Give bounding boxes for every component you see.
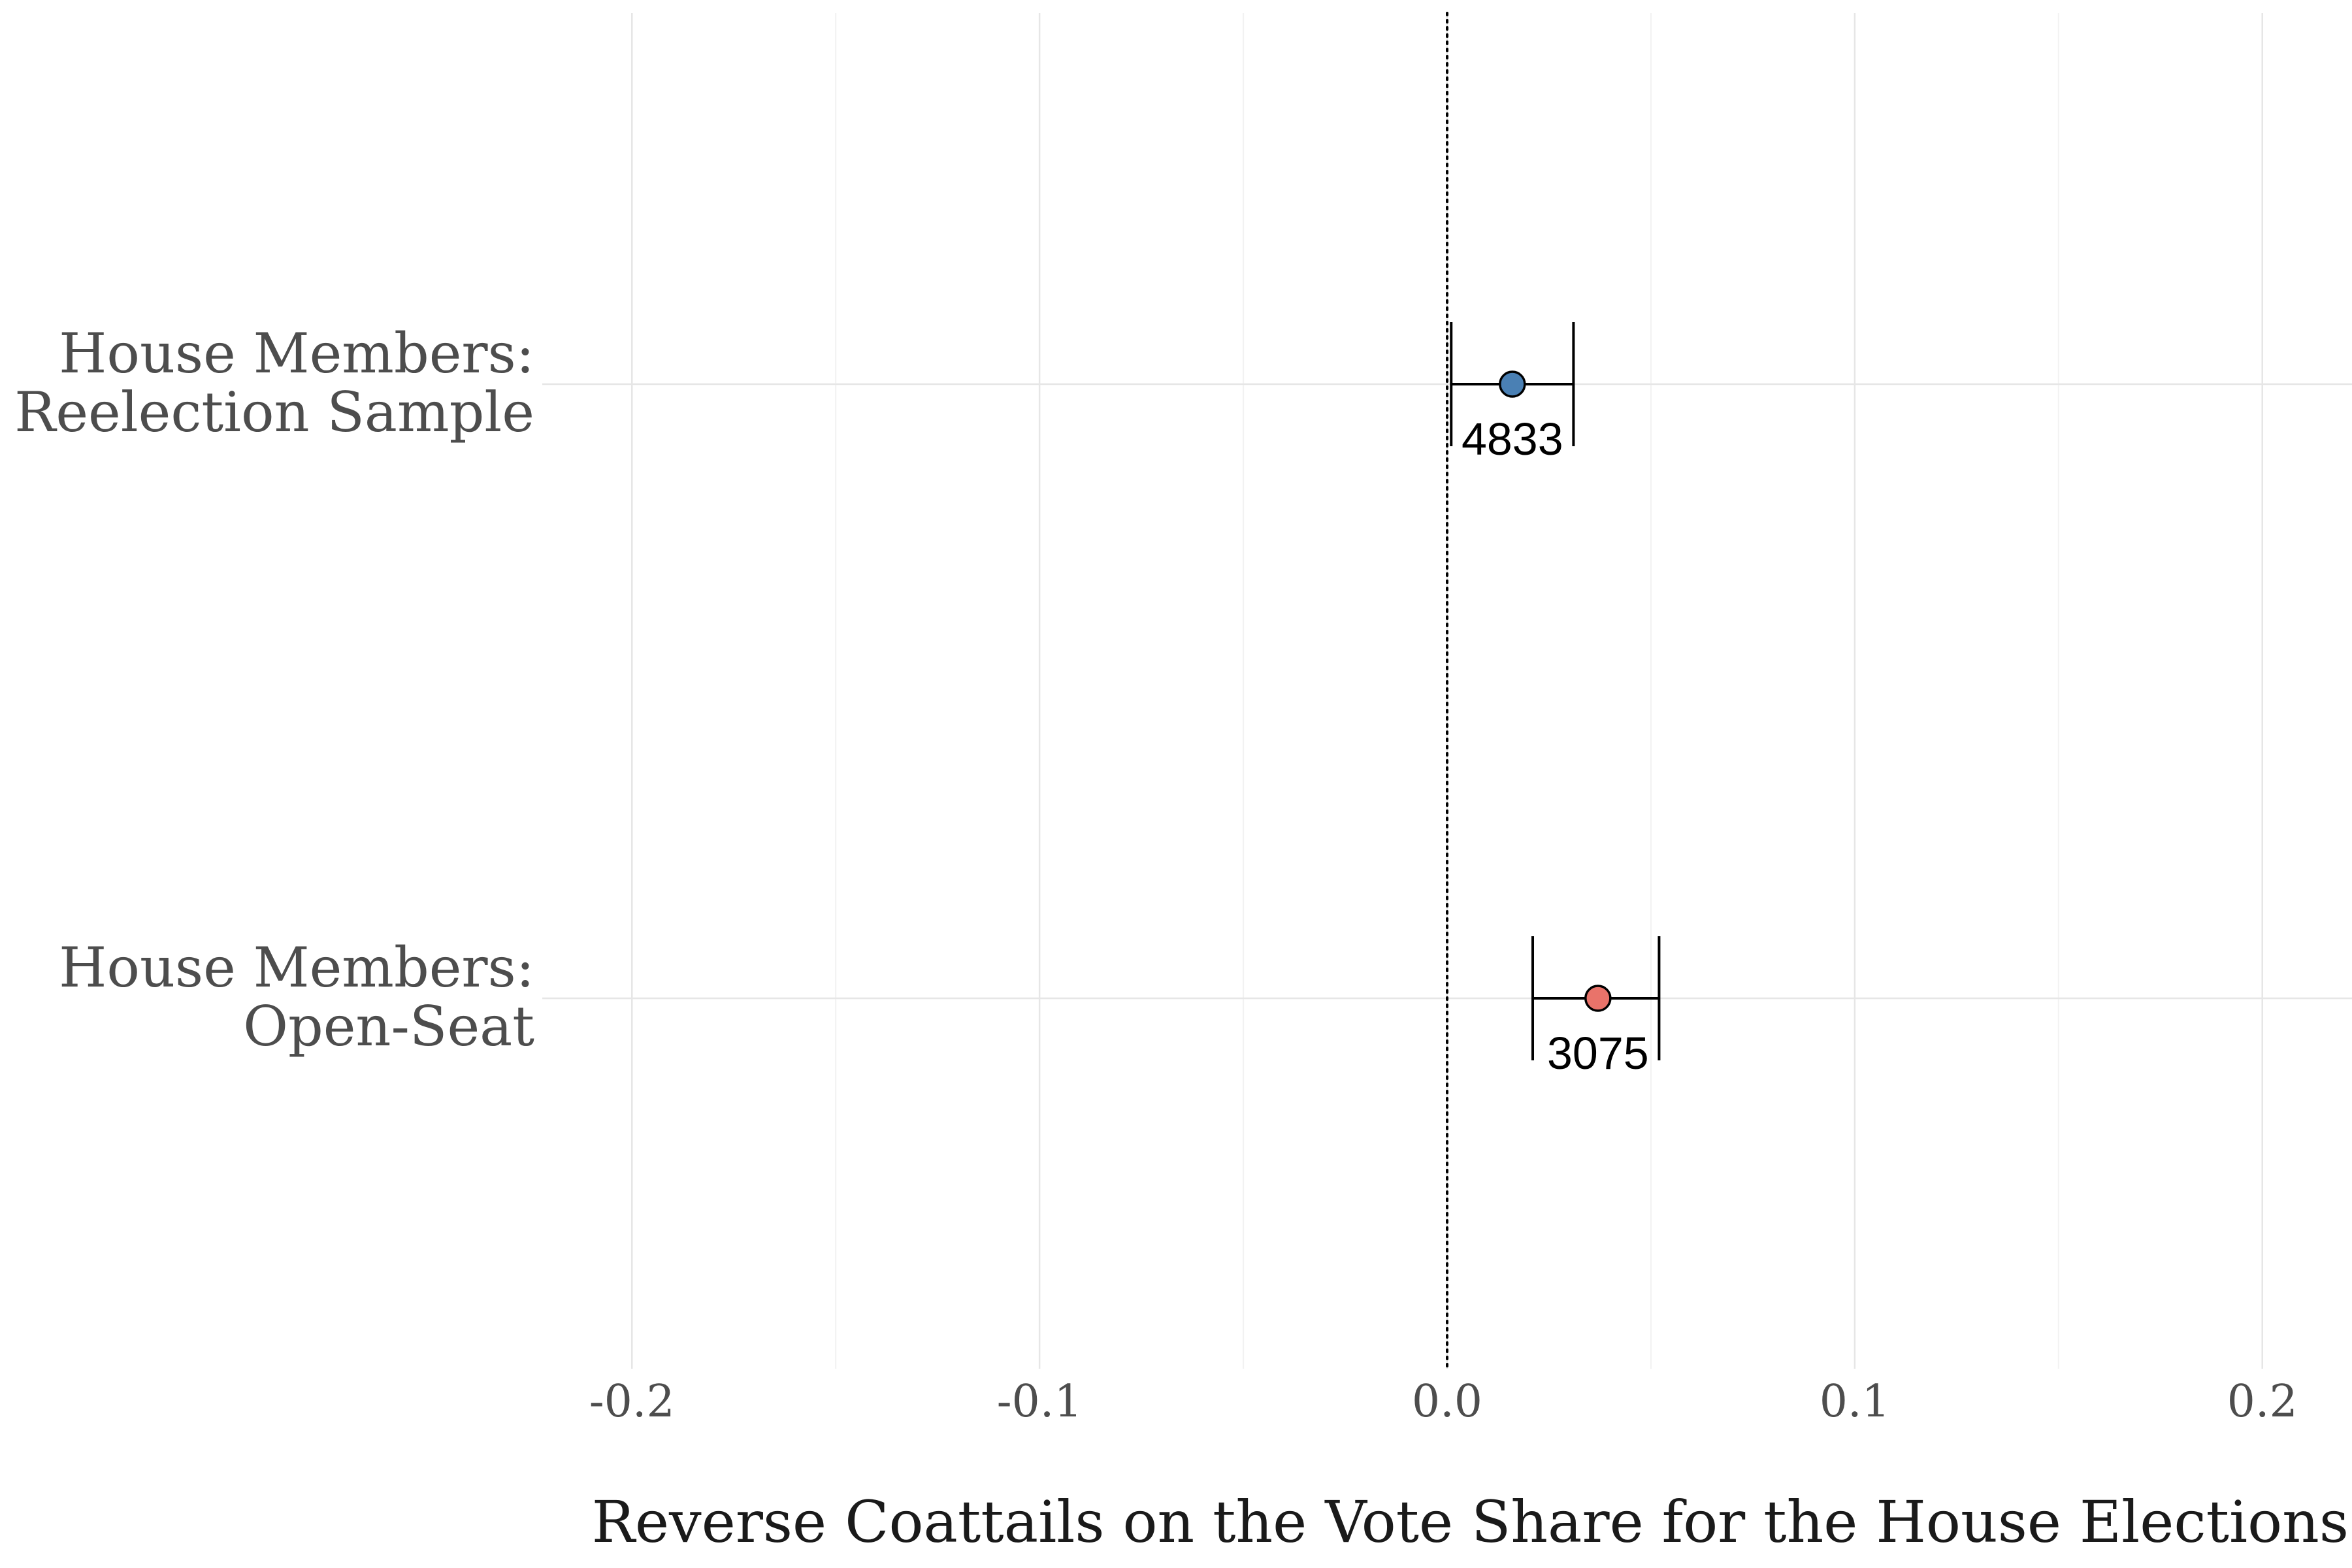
sample-size-label: 3075 <box>1547 1028 1649 1079</box>
estimate-point <box>1499 370 1526 398</box>
x-tick-label: -0.2 <box>589 1376 675 1428</box>
category-label-line: House Members: <box>59 321 534 385</box>
estimate-point <box>1584 985 1612 1012</box>
x-tick-label: -0.1 <box>997 1376 1083 1428</box>
category-label-line: House Members: <box>59 936 534 1000</box>
sample-size-label: 4833 <box>1462 414 1563 465</box>
x-tick-label: 0.1 <box>1820 1376 1890 1428</box>
x-tick-label: 0.2 <box>2227 1376 2298 1428</box>
x-axis-ticks: -0.2 -0.1 0.0 0.1 0.2 <box>589 1376 2298 1428</box>
estimates-group: 4833 3075 <box>1450 322 1661 1079</box>
category-label-line: Open-Seat <box>243 994 534 1058</box>
x-tick-label: 0.0 <box>1412 1376 1482 1428</box>
x-axis-title: Reverse Coattails on the Vote Share for … <box>592 1488 2349 1556</box>
category-label-line: Reelection Sample <box>14 380 534 444</box>
